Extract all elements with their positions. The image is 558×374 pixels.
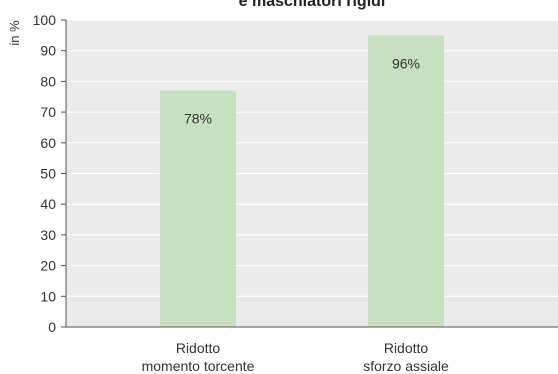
y-tick-label: 30 — [40, 227, 56, 243]
bar-0 — [160, 90, 236, 327]
axes — [61, 19, 558, 328]
y-tick-label: 10 — [40, 288, 56, 304]
y-axis-label: in % — [7, 20, 22, 46]
bar-1 — [368, 35, 444, 327]
y-tick-labels: 0 10 20 30 40 50 60 70 80 90 100 — [33, 12, 57, 335]
category-label: Ridotto — [176, 340, 221, 356]
y-tick-label: 90 — [40, 43, 56, 59]
y-tick-label: 0 — [48, 319, 56, 335]
data-label-0: 78% — [184, 111, 212, 127]
category-label: sforzo assiale — [363, 358, 449, 374]
y-tick-label: 100 — [33, 12, 57, 28]
y-tick-label: 50 — [40, 166, 56, 182]
y-tick-label: 40 — [40, 196, 56, 212]
gridlines — [66, 19, 558, 297]
x-category-labels: Ridotto momento torcente Ridotto sforzo ass… — [142, 340, 449, 374]
y-tick-label: 60 — [40, 135, 56, 151]
category-label: momento torcente — [142, 358, 255, 374]
data-label-1: 96% — [392, 55, 420, 71]
bars — [160, 35, 444, 327]
y-tick-label: 70 — [40, 104, 56, 120]
data-labels: 78% 96% — [184, 55, 420, 126]
chart-title: e maschiatori rigidi — [239, 0, 386, 10]
category-label: Ridotto — [384, 340, 429, 356]
y-tick-label: 20 — [40, 258, 56, 274]
y-tick-label: 80 — [40, 73, 56, 89]
